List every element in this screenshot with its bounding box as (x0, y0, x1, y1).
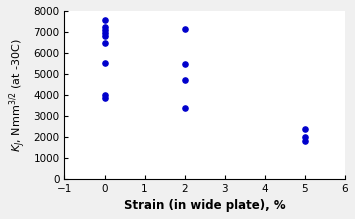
Point (102, 42, 107, 45)
Point (102, 96, 107, 100)
Point (102, 25, 107, 28)
Point (102, 31, 107, 35)
Point (302, 135, 307, 138)
X-axis label: Strain (in wide plate), %: Strain (in wide plate), % (124, 199, 285, 212)
Point (182, 27, 187, 30)
Point (302, 139, 307, 143)
Point (102, 34, 107, 38)
Point (182, 106, 187, 110)
Point (102, 19, 107, 22)
Point (102, 28, 107, 32)
Point (302, 127, 307, 131)
Point (102, 93, 107, 97)
Y-axis label: $K_J$, Nmm$^{3/2}$ (at -30C): $K_J$, Nmm$^{3/2}$ (at -30C) (7, 38, 28, 152)
Point (182, 63, 187, 66)
Point (182, 78, 187, 82)
Point (102, 62, 107, 65)
